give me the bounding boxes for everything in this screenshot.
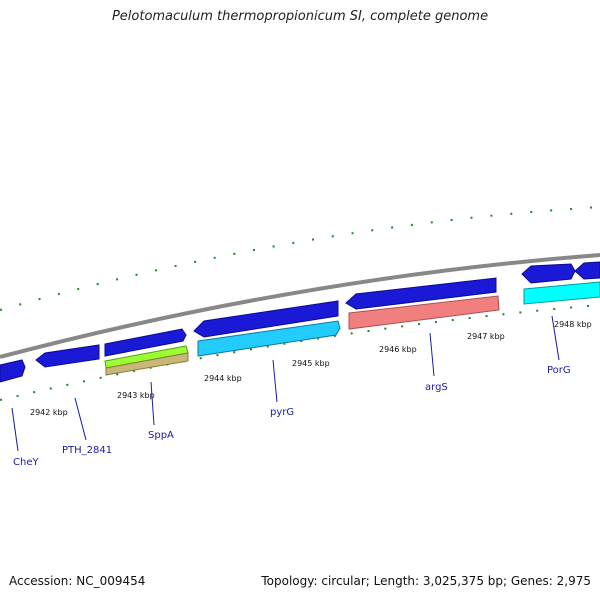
gene-arrow[interactable] [345, 277, 497, 310]
gene-arrow-reverse[interactable] [523, 281, 600, 305]
gene-arrow-reverse[interactable] [197, 320, 341, 357]
inner-tick-arc [0, 304, 600, 401]
gene-label-porg[interactable]: PorG [547, 365, 571, 376]
gene-label-chey[interactable]: CheY [13, 457, 39, 468]
gene-arrow[interactable] [574, 261, 600, 280]
map-title: Pelotomaculum thermopropionicum SI, comp… [111, 9, 489, 24]
gene-arrow[interactable] [193, 300, 339, 338]
kbp-label: 2944 kbp [204, 374, 242, 383]
gene-arrow[interactable] [104, 328, 187, 357]
accession-text: Accession: NC_009454 [9, 574, 146, 588]
kbp-label: 2946 kbp [379, 345, 417, 354]
topology-summary: Topology: circular; Length: 3,025,375 bp… [261, 574, 591, 588]
forward-strand-genes [0, 261, 600, 383]
rna-feature-salmon[interactable] [348, 295, 500, 330]
kbp-label: 2942 kbp [30, 408, 68, 417]
label-leaders [11, 315, 560, 452]
gene-label-pth-2841[interactable]: PTH_2841 [62, 445, 112, 456]
kbp-label: 2947 kbp [467, 332, 505, 341]
reverse-strand-features [104, 281, 600, 376]
genome-backbone [0, 253, 600, 359]
rna-feature-khaki[interactable] [105, 352, 189, 376]
gene-arrow[interactable] [35, 344, 100, 368]
gene-arrow[interactable] [521, 263, 576, 284]
gene-label-sppa[interactable]: SppA [148, 430, 174, 441]
kbp-label: 2943 kbp [117, 391, 155, 400]
outer-tick-arc [0, 206, 600, 311]
gene-label-args[interactable]: argS [425, 382, 448, 393]
gene-label-pyrg[interactable]: pyrG [270, 407, 294, 418]
kbp-label: 2945 kbp [292, 359, 330, 368]
kbp-label: 2948 kbp [554, 320, 592, 329]
gene-arrow[interactable] [0, 359, 26, 383]
